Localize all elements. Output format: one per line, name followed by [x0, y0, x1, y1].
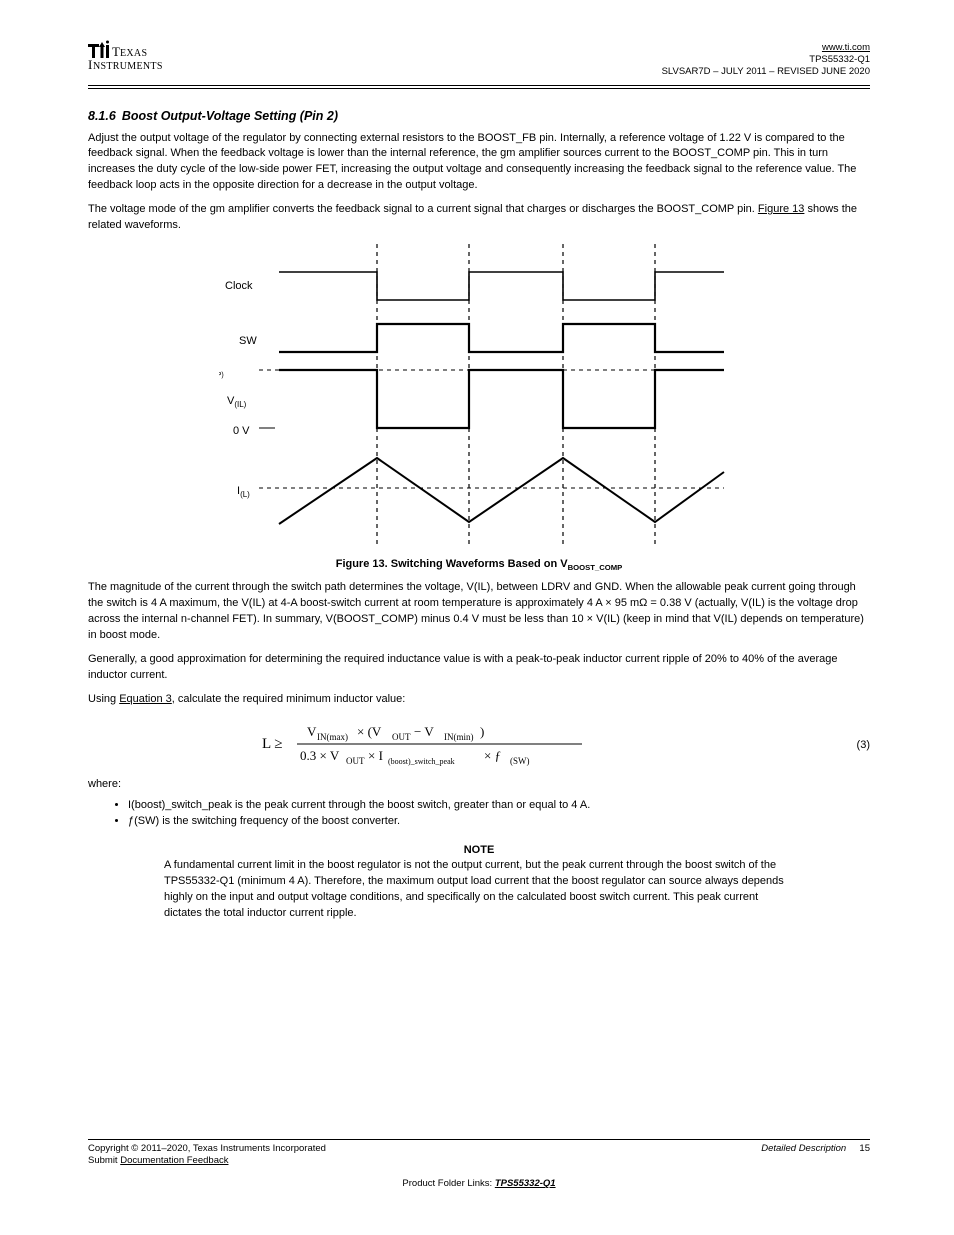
header-date: SLVSAR7D – JULY 2011 – REVISED JUNE 2020	[662, 66, 870, 78]
bullet-list: I(boost)_switch_peak is the peak current…	[88, 797, 870, 830]
section-title: Boost Output-Voltage Setting (Pin 2)	[122, 109, 338, 123]
header-bar: T EXAS I NSTRUMENTS www.ti.com TPS55332-…	[88, 38, 870, 79]
bullet-1: I(boost)_switch_peak is the peak current…	[128, 797, 870, 814]
svg-text:× ƒ: × ƒ	[484, 748, 501, 763]
equation-link[interactable]: Equation 3	[119, 693, 172, 705]
label-vcomp-top: V(BOOST_COMP)	[219, 366, 224, 379]
footer: Copyright © 2011–2020, Texas Instruments…	[88, 1139, 870, 1189]
paragraph-3: The magnitude of the current through the…	[88, 580, 870, 644]
feedback-link[interactable]: Documentation Feedback	[120, 1155, 228, 1166]
equation-3: L ≥ V IN(max) × (V OUT − V IN(min) ) 0.3…	[88, 718, 870, 773]
bullet-2: ƒ(SW) is the switching frequency of the …	[128, 813, 870, 830]
svg-text:EXAS: EXAS	[120, 48, 147, 59]
figure-13: Clock SW V(BOOST_COMP) V(IL) 0 V I(L)	[88, 244, 870, 554]
section-heading: 8.1.6 Boost Output-Voltage Setting (Pin …	[88, 109, 870, 123]
svg-text:I: I	[88, 57, 92, 72]
label-0v: 0 V	[233, 425, 250, 437]
product-link[interactable]: TPS55332-Q1	[495, 1178, 556, 1189]
header-right: www.ti.com TPS55332-Q1 SLVSAR7D – JULY 2…	[662, 42, 870, 78]
figure-caption: Figure 13. Switching Waveforms Based on …	[88, 558, 870, 572]
footer-title: Detailed Description	[761, 1143, 846, 1154]
svg-text:(SW): (SW)	[510, 756, 530, 766]
paragraph-1: Adjust the output voltage of the regulat…	[88, 131, 870, 195]
ti-logo: T EXAS I NSTRUMENTS	[88, 38, 188, 79]
svg-text:(boost)_switch_peak: (boost)_switch_peak	[388, 757, 455, 766]
rule-thin	[88, 88, 870, 89]
note-label: NOTE	[164, 844, 794, 856]
svg-text:L ≥: L ≥	[262, 736, 283, 752]
svg-text:OUT: OUT	[346, 756, 365, 766]
svg-text:× (V: × (V	[357, 724, 382, 739]
copyright: Copyright © 2011–2020, Texas Instruments…	[88, 1143, 326, 1154]
section-number: 8.1.6	[88, 109, 116, 123]
note-text: A fundamental current limit in the boost…	[164, 858, 794, 922]
svg-text:− V: − V	[414, 724, 434, 739]
label-sw: SW	[239, 335, 257, 347]
label-vil: V(IL)	[227, 395, 247, 409]
svg-text:V: V	[307, 724, 317, 739]
paragraph-5: Using Equation 3, calculate the required…	[88, 692, 870, 708]
svg-text:× I: × I	[368, 748, 383, 763]
paragraph-2: The voltage mode of the gm amplifier con…	[88, 202, 870, 234]
header-link[interactable]: www.ti.com	[822, 42, 870, 53]
svg-text:0.3 × V: 0.3 × V	[300, 748, 340, 763]
note-block: NOTE A fundamental current limit in the …	[164, 844, 794, 922]
svg-text:NSTRUMENTS: NSTRUMENTS	[93, 61, 163, 72]
label-clock: Clock	[225, 280, 253, 292]
footer-rule	[88, 1139, 870, 1140]
footer-feedback: Submit Documentation Feedback	[88, 1155, 870, 1166]
svg-text:IN(min): IN(min)	[444, 732, 474, 742]
svg-text:): )	[480, 724, 484, 739]
svg-text:OUT: OUT	[392, 732, 411, 742]
figure-link[interactable]: Figure 13	[758, 203, 804, 215]
svg-text:T: T	[112, 44, 120, 59]
equation-number: (3)	[857, 739, 870, 751]
rule-thick	[88, 85, 870, 86]
footer-center: Product Folder Links: TPS55332-Q1	[88, 1178, 870, 1189]
label-il: I(L)	[237, 485, 250, 499]
header-part: TPS55332-Q1	[662, 54, 870, 66]
paragraph-4: Generally, a good approximation for dete…	[88, 652, 870, 684]
where-label: where:	[88, 777, 870, 793]
svg-text:IN(max): IN(max)	[317, 732, 348, 742]
page-number: 15	[859, 1143, 870, 1154]
